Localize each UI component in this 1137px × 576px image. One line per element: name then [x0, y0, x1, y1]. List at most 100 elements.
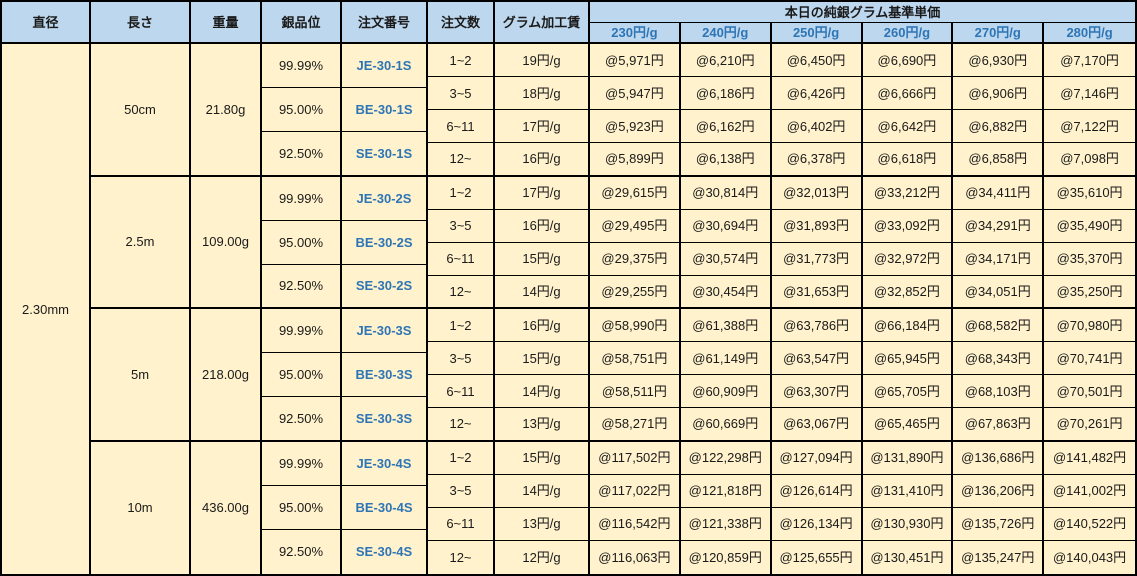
- price-cell: @63,547円: [771, 342, 863, 376]
- fee-cell: 17円/g: [495, 110, 590, 144]
- price-group-header: 本日の純銀グラム基準単価: [590, 2, 1135, 23]
- purity-cell: 95.00%: [262, 353, 342, 398]
- price-cell: @116,063円: [590, 540, 681, 574]
- diameter-cell: 2.30mm: [2, 44, 91, 574]
- fee-cell: 13円/g: [495, 408, 590, 442]
- order-no-cell: BE-30-4S: [342, 485, 428, 530]
- price-cell: @6,426円: [771, 77, 863, 111]
- weight-cell: 436.00g: [191, 441, 262, 574]
- price-cell: @140,522円: [1044, 508, 1135, 541]
- price-cell: @35,250円: [1044, 276, 1135, 309]
- fee-cell: 16円/g: [495, 209, 590, 243]
- fee-cell: 15円/g: [495, 441, 590, 475]
- price-cell: @61,149円: [680, 342, 772, 376]
- price-cell: @30,454円: [680, 275, 772, 309]
- fee-cell: 14円/g: [495, 474, 590, 508]
- price-cell: @68,103円: [953, 375, 1045, 409]
- price-cell: @130,930円: [862, 507, 954, 541]
- fee-cell: 14円/g: [495, 375, 590, 409]
- order-no-cell: SE-30-2S: [342, 264, 428, 309]
- price-cell: @35,370円: [1044, 243, 1135, 276]
- price-cell: @6,666円: [862, 77, 954, 111]
- qty-cell: 3~5: [428, 209, 495, 243]
- price-cell: @125,655円: [772, 540, 863, 574]
- price-cell: @6,402円: [771, 110, 863, 144]
- price-cell: @70,980円: [1044, 309, 1135, 343]
- price-cell: @121,338円: [680, 507, 772, 541]
- price-cell: @135,726円: [953, 507, 1045, 541]
- price-cell: @135,247円: [953, 540, 1045, 574]
- qty-cell: 12~: [428, 143, 495, 177]
- price-cell: @126,134円: [771, 507, 863, 541]
- fee-cell: 18円/g: [495, 77, 590, 111]
- fee-cell: 13円/g: [495, 507, 590, 541]
- price-cell: @6,618円: [862, 143, 954, 177]
- price-cell: @6,210円: [680, 44, 772, 78]
- purity-cell: 95.00%: [262, 485, 342, 530]
- price-cell: @70,741円: [1044, 342, 1135, 376]
- price-cell: @68,343円: [953, 342, 1045, 376]
- weight-cell: 109.00g: [191, 176, 262, 309]
- price-cell: @6,930円: [953, 44, 1045, 78]
- price-cell: @60,669円: [680, 408, 772, 442]
- length-cell: 50cm: [91, 44, 191, 177]
- price-cell: @33,212円: [862, 176, 954, 210]
- price-cell: @29,615円: [590, 176, 681, 210]
- qty-cell: 6~11: [428, 242, 495, 276]
- price-cell: @29,375円: [590, 242, 681, 276]
- purity-cell: 92.50%: [262, 264, 342, 309]
- price-cell: @6,138円: [680, 143, 772, 177]
- price-cell: @32,852円: [862, 275, 954, 309]
- price-cell: @5,899円: [590, 143, 681, 177]
- price-cell: @5,923円: [590, 110, 681, 144]
- price-cell: @33,092円: [862, 209, 954, 243]
- fee-cell: 12円/g: [495, 540, 590, 574]
- qty-cell: 12~: [428, 408, 495, 442]
- price-cell: @6,642円: [862, 110, 954, 144]
- price-cell: @6,162円: [680, 110, 772, 144]
- purity-cell: 95.00%: [262, 88, 342, 133]
- price-cell: @117,022円: [590, 474, 681, 508]
- price-cell: @70,261円: [1044, 408, 1135, 442]
- price-cell: @65,945円: [862, 342, 954, 376]
- price-cell: @34,051円: [953, 275, 1045, 309]
- fee-cell: 17円/g: [495, 176, 590, 210]
- col-header-order-qty: 注文数: [428, 2, 495, 44]
- purity-cell: 92.50%: [262, 529, 342, 574]
- price-cell: @29,495円: [590, 209, 681, 243]
- order-no-cell: SE-30-4S: [342, 529, 428, 574]
- price-cell: @35,490円: [1044, 210, 1135, 243]
- col-header-diameter: 直径: [2, 2, 91, 44]
- price-cell: @35,610円: [1044, 177, 1135, 210]
- price-cell: @7,098円: [1044, 143, 1135, 177]
- price-cell: @58,990円: [590, 309, 681, 343]
- price-cell: @61,388円: [680, 309, 772, 343]
- fee-cell: 19円/g: [495, 44, 590, 78]
- price-cell: @58,751円: [590, 342, 681, 376]
- price-cell: @116,542円: [590, 507, 681, 541]
- qty-cell: 1~2: [428, 176, 495, 210]
- price-cell: @31,653円: [771, 275, 863, 309]
- price-cell: @5,947円: [590, 77, 681, 111]
- price-cell: @65,705円: [862, 375, 954, 409]
- price-cell: @141,482円: [1044, 442, 1135, 475]
- qty-cell: 3~5: [428, 342, 495, 376]
- price-cell: @7,146円: [1044, 77, 1135, 111]
- fee-cell: 15円/g: [495, 342, 590, 376]
- price-cell: @34,411円: [953, 176, 1045, 210]
- qty-cell: 6~11: [428, 507, 495, 541]
- price-cell: @7,170円: [1044, 44, 1135, 78]
- price-cell: @126,614円: [771, 474, 863, 508]
- purity-cell: 92.50%: [262, 397, 342, 442]
- qty-cell: 6~11: [428, 110, 495, 144]
- col-header-order-no: 注文番号: [342, 2, 428, 44]
- price-col-header-250: 250円/g: [771, 23, 863, 44]
- order-no-cell: BE-30-1S: [342, 88, 428, 133]
- price-cell: @29,255円: [590, 275, 681, 309]
- price-cell: @141,002円: [1044, 475, 1135, 508]
- price-cell: @6,450円: [771, 44, 863, 78]
- price-cell: @130,451円: [863, 540, 954, 574]
- price-cell: @63,067円: [771, 408, 863, 442]
- qty-cell: 3~5: [428, 77, 495, 111]
- price-cell: @120,859円: [681, 540, 772, 574]
